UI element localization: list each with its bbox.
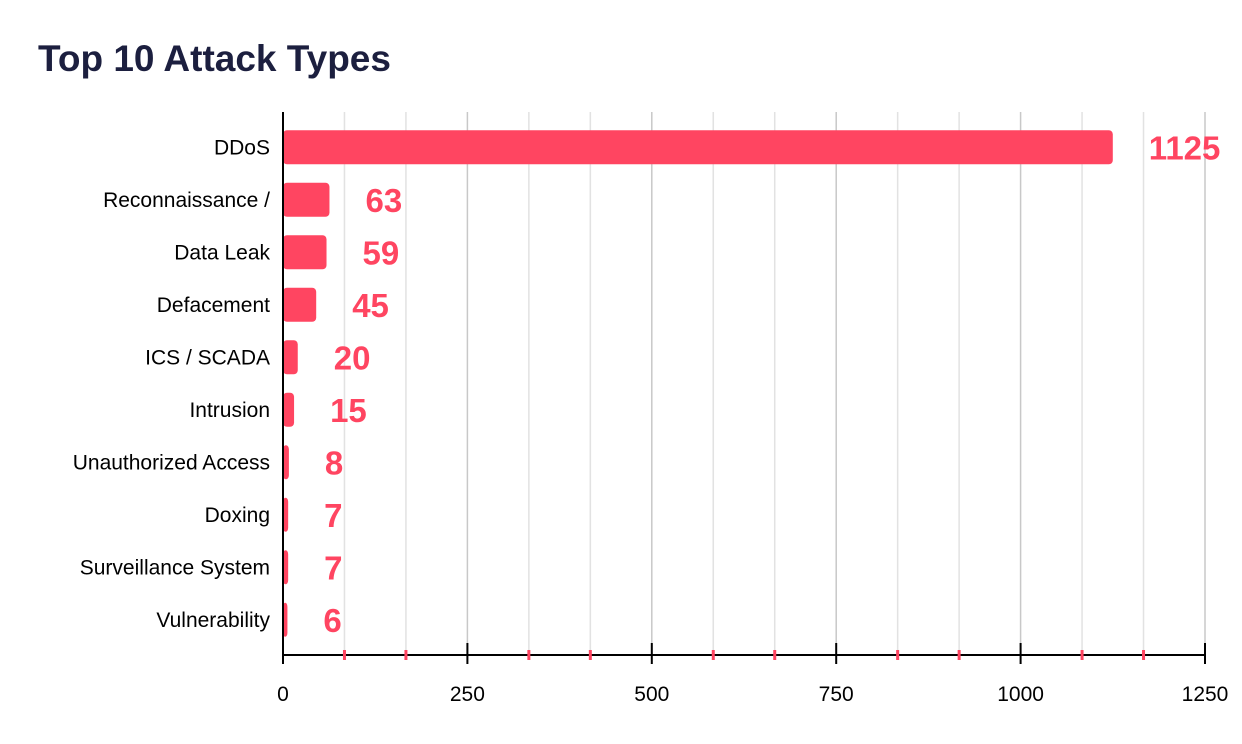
bars [283, 130, 1113, 637]
data-label: 59 [363, 234, 400, 271]
bar [283, 340, 298, 375]
bar [283, 287, 317, 322]
category-label: Unauthorized Access [73, 451, 270, 474]
data-label: 63 [365, 182, 402, 219]
category-label: Doxing [205, 504, 270, 527]
category-label: Intrusion [189, 399, 270, 422]
bar [283, 392, 295, 427]
bar [283, 182, 330, 217]
data-label: 8 [325, 444, 343, 481]
category-label: Defacement [157, 294, 270, 317]
gridlines [343, 112, 1206, 655]
axes [282, 112, 1206, 664]
data-label: 15 [330, 392, 367, 429]
category-label: Vulnerability [156, 609, 270, 632]
labels: 1125 DDoS 63 Reconnaissance / 59 Data Leak 45 D… [73, 129, 1229, 706]
data-label: 6 [323, 602, 341, 639]
x-tick-label: 500 [634, 683, 669, 706]
x-tick-label: 250 [450, 683, 485, 706]
x-tick-label: 1000 [997, 683, 1044, 706]
bar [283, 445, 289, 480]
x-tick-label: 0 [277, 683, 289, 706]
category-label: DDoS [214, 136, 270, 159]
x-tick-label: 1250 [1182, 683, 1229, 706]
x-tick-label: 750 [819, 683, 854, 706]
bar [283, 235, 327, 270]
data-label: 1125 [1149, 129, 1221, 166]
bar [283, 550, 289, 585]
data-label: 7 [324, 497, 342, 534]
data-label: 7 [324, 549, 342, 586]
category-label: ICS / SCADA [145, 346, 270, 369]
bar [283, 130, 1113, 165]
bar [283, 497, 289, 532]
category-label: Surveillance System [80, 556, 270, 579]
chart-title: Top 10 Attack Types [38, 38, 391, 79]
data-label: 20 [334, 339, 371, 376]
category-label: Reconnaissance / [103, 189, 270, 212]
bar [283, 602, 288, 637]
category-label: Data Leak [174, 241, 270, 264]
data-label: 45 [352, 287, 389, 324]
